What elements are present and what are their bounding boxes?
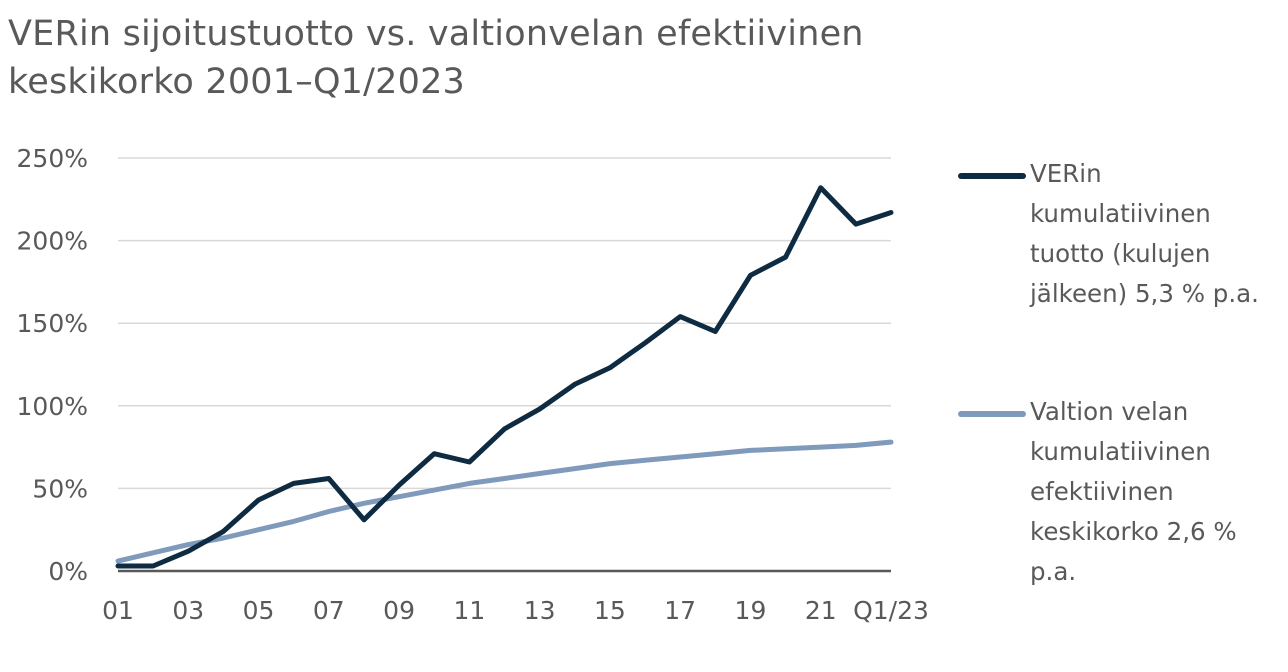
x-tick-label: Q1/23 [853,596,929,625]
legend-label-state-debt-rate: Valtion velan kumulatiivinen efektiivine… [1030,397,1237,586]
x-axis-tick-labels: 01 03 05 07 09 11 13 15 17 19 21 Q1/23 [102,596,929,625]
x-tick-label: 15 [594,596,626,625]
x-tick-label: 17 [664,596,696,625]
x-tick-label: 13 [524,596,556,625]
series-lines [115,185,894,569]
legend-swatch-state-debt-rate [958,411,1026,417]
x-tick-label: 03 [172,596,204,625]
series-line-ver-return [115,185,894,569]
gridlines [118,157,891,573]
x-tick-label: 19 [735,596,767,625]
y-tick-label: 150% [17,309,88,338]
x-tick-label: 09 [383,596,415,625]
y-tick-label: 0% [48,557,88,586]
x-tick-label: 01 [102,596,134,625]
x-tick-label: 07 [313,596,345,625]
y-axis-tick-labels: 0% 50% 100% 150% 200% 250% [17,144,88,586]
chart-title-line-1: VERin sijoitustuotto vs. valtionvelan ef… [8,14,864,54]
y-tick-label: 250% [17,144,88,173]
x-tick-label: 21 [805,596,837,625]
x-tick-label: 05 [243,596,275,625]
series-line-state-debt-rate [115,439,894,564]
legend-label-ver-return: VERin kumulatiivinen tuotto (kulujen jäl… [1030,159,1259,308]
chart-title: VERin sijoitustuotto vs. valtionvelan ef… [8,10,908,106]
y-tick-label: 50% [32,474,88,503]
chart-title-line-2: keskikorko 2001–Q1/2023 [8,62,466,102]
y-tick-label: 100% [17,392,88,421]
legend-swatch-ver-return [958,173,1026,179]
y-tick-label: 200% [17,227,88,256]
x-tick-label: 11 [453,596,485,625]
